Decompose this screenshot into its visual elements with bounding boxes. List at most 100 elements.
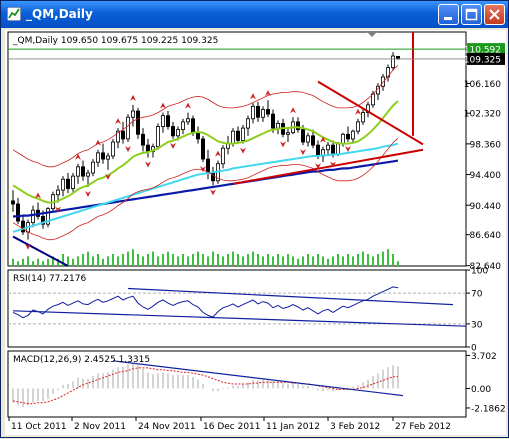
rsi-axis: 100 70 30 0 — [466, 267, 488, 354]
volume-bars — [12, 249, 399, 266]
volume-bar — [192, 254, 194, 266]
rsi-header: RSI(14) 77.2176 — [13, 274, 86, 284]
volume-bar — [397, 261, 399, 266]
window-title: _QM,Daily — [26, 7, 93, 21]
candle-body — [135, 110, 140, 135]
volume-bar — [147, 254, 149, 266]
volume-bar — [132, 249, 134, 266]
volume-bar — [297, 258, 299, 266]
fractal-down-icon — [315, 163, 321, 170]
candle-body — [205, 158, 210, 174]
candle-body — [295, 121, 300, 131]
candle-body — [56, 189, 61, 196]
candle-body — [20, 220, 25, 233]
rsi-path — [12, 286, 399, 319]
candle-body — [195, 132, 200, 140]
volume-bar — [267, 254, 269, 266]
volume-bar — [17, 261, 19, 266]
macd-trendline-path — [112, 360, 404, 397]
close-button[interactable] — [484, 4, 505, 25]
candle-body — [340, 133, 345, 144]
candle-body — [81, 166, 86, 177]
volume-bar — [72, 258, 74, 266]
rsi-trendlines — [12, 287, 467, 327]
trendlines — [8, 32, 466, 267]
volume-bar — [102, 258, 104, 266]
candle-body — [200, 138, 205, 160]
volume-bar — [277, 254, 279, 266]
volume-bar — [122, 254, 124, 266]
maximize-button[interactable] — [461, 4, 482, 25]
volume-bar — [197, 251, 199, 266]
volume-bar — [182, 254, 184, 266]
candle-body — [245, 118, 250, 129]
volume-bar — [292, 256, 294, 266]
candle-body — [310, 135, 315, 146]
shift-marker-icon[interactable] — [367, 32, 377, 37]
volume-bar — [32, 261, 34, 266]
band-upper-line — [12, 65, 399, 168]
price-tick-label: 109.325 — [464, 55, 501, 65]
volume-bar — [187, 256, 189, 266]
volume-bar — [302, 256, 304, 266]
volume-bar — [97, 254, 99, 266]
minimize-button[interactable] — [438, 4, 459, 25]
volume-bar — [317, 254, 319, 266]
time-tick-label: 24 Nov 2011 — [138, 422, 196, 432]
volume-bar — [27, 256, 29, 266]
candle-body — [325, 144, 330, 151]
fractal-down-icon — [170, 142, 176, 149]
candle-body — [355, 121, 360, 132]
volume-bar — [237, 254, 239, 266]
candle-body — [300, 129, 305, 143]
candle-body — [86, 172, 91, 177]
volume-bar — [57, 258, 59, 266]
fractal-down-icon — [125, 146, 131, 153]
price-tick-label: 102.320 — [464, 110, 501, 120]
title-bar[interactable]: _QM,Daily — [1, 1, 508, 28]
volume-bar — [52, 256, 54, 266]
candle-body — [101, 152, 106, 160]
volume-bar — [157, 256, 159, 266]
volume-bar — [47, 258, 49, 266]
candle-body — [61, 178, 66, 191]
time-tick-label: 27 Feb 2012 — [395, 422, 451, 432]
trendline — [12, 235, 69, 267]
volume-bar — [282, 256, 284, 266]
volume-bar — [372, 256, 374, 266]
volume-bar — [12, 258, 14, 266]
ma-slow-line — [13, 159, 399, 218]
macd-trendline — [112, 360, 404, 397]
fractal-down-icon — [105, 173, 111, 180]
candle-body — [140, 133, 145, 146]
time-tick-label: 16 Dec 2011 — [203, 422, 261, 432]
rsi-trendline — [127, 287, 454, 306]
candle-body — [330, 144, 335, 155]
volume-bar — [247, 254, 249, 266]
macd-tick-label: -2.1862 — [471, 404, 506, 414]
candle-body — [260, 109, 265, 118]
fractal-markers — [25, 90, 361, 250]
fractal-up-icon — [355, 108, 361, 115]
volume-bar — [342, 256, 344, 266]
candle-body — [185, 118, 190, 123]
volume-bar — [117, 256, 119, 266]
candle-body — [11, 200, 16, 205]
price-tick-label: 82.640 — [470, 262, 502, 272]
chart-area[interactable]: 110.592 109.325 106.160 102.320 98.360 94.400… — [5, 30, 506, 435]
candle-body — [275, 123, 280, 129]
fractal-up-icon — [75, 153, 81, 160]
fractal-down-icon — [55, 206, 61, 213]
candle-body — [175, 129, 180, 137]
volume-bar — [207, 256, 209, 266]
rsi-line — [12, 286, 399, 319]
maximize-icon — [465, 8, 478, 21]
volume-bar — [67, 256, 69, 266]
candle-body — [165, 115, 170, 127]
time-tick-label: 2 Nov 2011 — [74, 422, 126, 432]
volume-bar — [272, 256, 274, 266]
rsi-tick-label: 0 — [471, 344, 477, 354]
candle-body — [15, 203, 20, 222]
price-label-box — [467, 43, 505, 56]
